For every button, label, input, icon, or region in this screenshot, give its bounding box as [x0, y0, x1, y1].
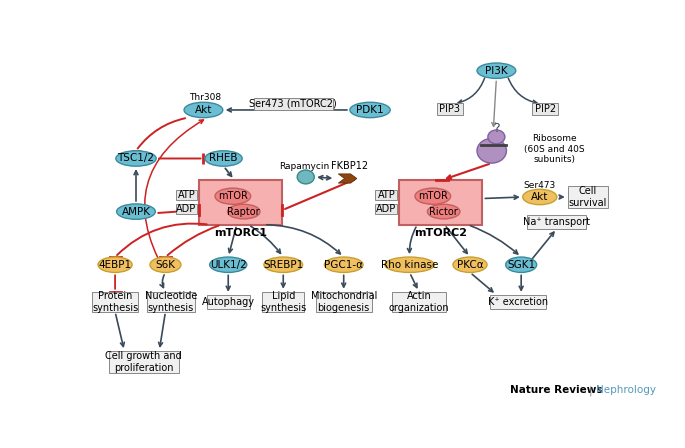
Ellipse shape [297, 170, 314, 184]
FancyBboxPatch shape [568, 186, 608, 208]
Text: PGC1-α: PGC1-α [324, 260, 363, 270]
Polygon shape [338, 174, 357, 183]
FancyBboxPatch shape [92, 292, 138, 312]
Ellipse shape [227, 204, 260, 219]
Text: ULK1/2: ULK1/2 [210, 260, 247, 270]
Text: PI3K: PI3K [485, 66, 508, 76]
FancyBboxPatch shape [399, 180, 482, 225]
Ellipse shape [210, 257, 247, 272]
Text: S6K: S6K [155, 260, 175, 270]
Ellipse shape [477, 138, 506, 163]
Text: ADP: ADP [176, 203, 197, 214]
Text: Akt: Akt [531, 192, 549, 202]
Text: Lipid
synthesis: Lipid synthesis [260, 291, 306, 313]
Ellipse shape [488, 130, 505, 144]
Ellipse shape [184, 102, 223, 118]
Ellipse shape [116, 204, 155, 220]
Text: Nucleotide
synthesis: Nucleotide synthesis [145, 291, 197, 313]
FancyBboxPatch shape [175, 190, 197, 200]
Text: PKCα: PKCα [457, 260, 484, 270]
Text: mTOR: mTOR [418, 191, 448, 201]
Text: Akt: Akt [195, 105, 212, 115]
Ellipse shape [98, 257, 132, 272]
Text: Ser473 (mTORC2): Ser473 (mTORC2) [249, 99, 337, 109]
Ellipse shape [385, 257, 434, 272]
Text: Cell
survival: Cell survival [569, 186, 607, 208]
FancyBboxPatch shape [437, 103, 463, 115]
Ellipse shape [116, 151, 156, 166]
Ellipse shape [350, 102, 390, 118]
Text: Ser473: Ser473 [523, 181, 556, 190]
FancyBboxPatch shape [175, 203, 197, 214]
FancyBboxPatch shape [375, 190, 397, 200]
Ellipse shape [523, 189, 557, 205]
Text: K⁺ excretion: K⁺ excretion [488, 297, 548, 307]
Text: |: | [588, 385, 592, 396]
Text: SREBP1: SREBP1 [263, 260, 303, 270]
Ellipse shape [324, 257, 363, 272]
Text: ?: ? [493, 122, 499, 135]
Text: PDK1: PDK1 [356, 105, 384, 115]
Text: SGK1: SGK1 [507, 260, 535, 270]
Text: Rapamycin: Rapamycin [279, 162, 329, 171]
Ellipse shape [264, 257, 303, 272]
Text: ATP: ATP [377, 190, 395, 200]
FancyBboxPatch shape [527, 215, 586, 228]
FancyBboxPatch shape [206, 295, 250, 309]
Text: Autophagy: Autophagy [201, 297, 255, 307]
FancyBboxPatch shape [199, 180, 282, 225]
FancyBboxPatch shape [147, 292, 195, 312]
Text: mTORC1: mTORC1 [214, 228, 267, 238]
Text: ATP: ATP [177, 190, 195, 200]
FancyBboxPatch shape [490, 295, 546, 309]
Ellipse shape [205, 151, 242, 166]
Text: 4EBP1: 4EBP1 [99, 260, 132, 270]
Text: AMPK: AMPK [121, 207, 151, 217]
Text: Rictor: Rictor [429, 207, 458, 217]
Text: PIP2: PIP2 [534, 104, 556, 114]
FancyBboxPatch shape [392, 292, 446, 312]
FancyBboxPatch shape [262, 292, 304, 312]
FancyBboxPatch shape [375, 203, 397, 214]
Text: Na⁺ transport: Na⁺ transport [523, 217, 590, 227]
Text: mTORC2: mTORC2 [414, 228, 467, 238]
FancyBboxPatch shape [532, 103, 558, 115]
Ellipse shape [215, 188, 251, 204]
Ellipse shape [150, 257, 181, 272]
Text: Nature Reviews: Nature Reviews [510, 385, 602, 395]
Text: FKBP12: FKBP12 [331, 161, 368, 171]
Text: Thr308: Thr308 [189, 93, 221, 102]
Text: RHEB: RHEB [210, 154, 238, 164]
Ellipse shape [506, 257, 536, 272]
Text: Rho kinase: Rho kinase [381, 260, 438, 270]
Ellipse shape [427, 204, 460, 219]
Ellipse shape [415, 188, 451, 204]
Text: Actin
organization: Actin organization [388, 291, 449, 313]
FancyBboxPatch shape [254, 98, 333, 110]
Text: ADP: ADP [376, 203, 397, 214]
Text: PIP3: PIP3 [439, 104, 460, 114]
Text: mTOR: mTOR [218, 191, 248, 201]
Text: Mitochondrial
biogenesis: Mitochondrial biogenesis [310, 291, 377, 313]
Text: Cell growth and
proliferation: Cell growth and proliferation [105, 351, 182, 373]
FancyBboxPatch shape [109, 351, 179, 373]
FancyBboxPatch shape [316, 292, 371, 312]
Ellipse shape [453, 257, 487, 272]
Text: Nephrology: Nephrology [595, 385, 656, 395]
Text: Protein
synthesis: Protein synthesis [92, 291, 138, 313]
Text: Ribosome
(60S and 40S
subunits): Ribosome (60S and 40S subunits) [524, 134, 585, 164]
Text: TSC1/2: TSC1/2 [118, 154, 155, 164]
Ellipse shape [477, 63, 516, 78]
Text: Raptor: Raptor [227, 207, 260, 217]
